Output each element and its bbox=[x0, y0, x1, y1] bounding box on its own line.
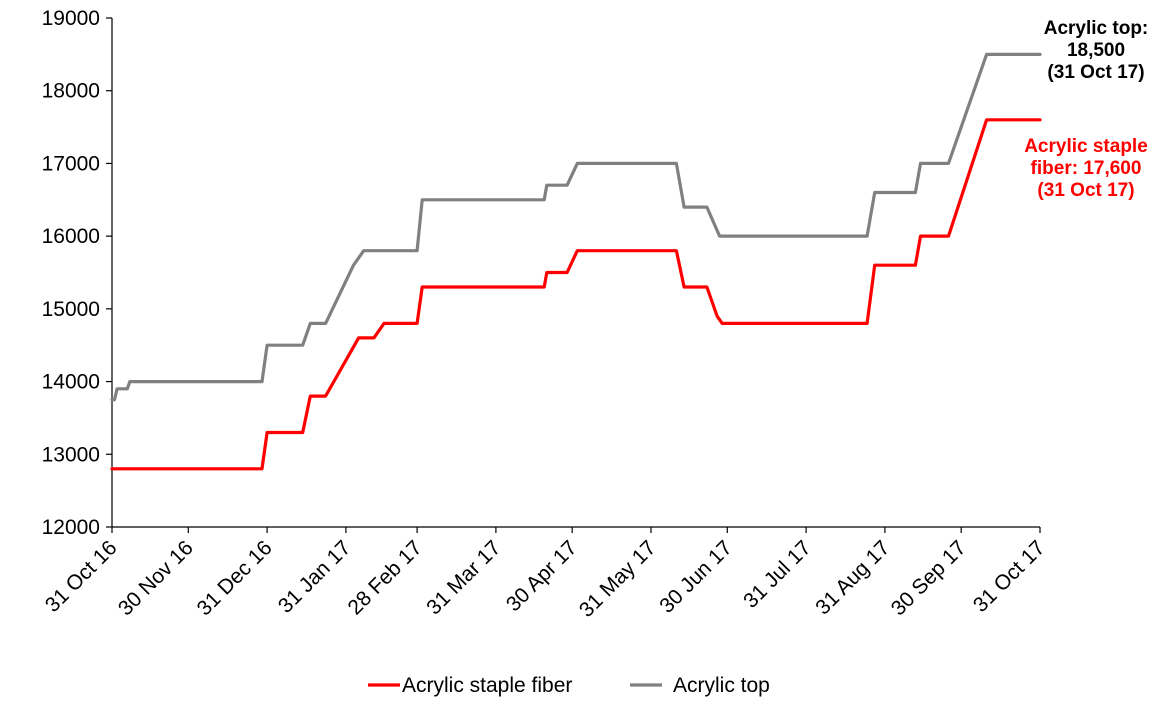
x-tick-label: 28 Feb 17 bbox=[343, 536, 426, 619]
x-tick-label: 31 Mar 17 bbox=[422, 536, 505, 619]
y-tick-label: 13000 bbox=[42, 443, 100, 466]
y-tick-label: 18000 bbox=[42, 80, 100, 103]
series-line-acrylic-staple-fiber bbox=[110, 118, 1042, 471]
annotation-line: Acrylic staple bbox=[1024, 136, 1148, 157]
x-tick-label: 30 Jun 17 bbox=[655, 536, 736, 617]
x-tick-label: 30 Nov 16 bbox=[114, 536, 198, 620]
x-tick-label: 31 Aug 17 bbox=[811, 536, 894, 619]
annotation-line: fiber: 17,600 bbox=[1031, 158, 1142, 179]
x-tick-label: 31 Oct 16 bbox=[41, 536, 122, 617]
annotation-line: (31 Oct 17) bbox=[1037, 180, 1134, 201]
legend: Acrylic staple fiber Acrylic top bbox=[368, 674, 770, 697]
annotation-staple: Acrylic staple fiber: 17,600 (31 Oct 17) bbox=[1024, 136, 1148, 201]
annotation-line: Acrylic top: bbox=[1044, 18, 1149, 39]
annotation-top: Acrylic top: 18,500 (31 Oct 17) bbox=[1044, 18, 1149, 83]
y-tick-label: 19000 bbox=[42, 7, 100, 30]
x-tick-label: 31 Oct 17 bbox=[969, 536, 1050, 617]
x-tick-label: 31 Jan 17 bbox=[274, 536, 355, 617]
legend-label: Acrylic top bbox=[673, 674, 770, 697]
legend-label: Acrylic staple fiber bbox=[402, 674, 572, 697]
series-lines bbox=[110, 52, 1042, 471]
x-tick-label: 31 Dec 16 bbox=[193, 536, 277, 620]
y-tick-label: 17000 bbox=[42, 152, 100, 175]
x-tick-label: 31 May 17 bbox=[575, 536, 661, 622]
x-tick-label: 30 Sep 17 bbox=[887, 536, 971, 620]
annotations: Acrylic top: 18,500 (31 Oct 17)Acrylic sta… bbox=[1024, 18, 1148, 201]
x-tick-label: 31 Jul 17 bbox=[739, 536, 816, 613]
y-tick-label: 12000 bbox=[42, 516, 100, 539]
annotation-line: (31 Oct 17) bbox=[1047, 62, 1144, 83]
axes: 12000 13000 14000 15000 16000 17000 18000 19000… bbox=[41, 7, 1050, 622]
y-tick-label: 16000 bbox=[42, 225, 100, 248]
x-tick-label: 30 Apr 17 bbox=[502, 536, 582, 616]
y-tick-label: 14000 bbox=[42, 371, 100, 394]
y-tick-label: 15000 bbox=[42, 298, 100, 321]
annotation-line: 18,500 bbox=[1067, 40, 1125, 61]
series-line-acrylic-top bbox=[110, 52, 1042, 402]
